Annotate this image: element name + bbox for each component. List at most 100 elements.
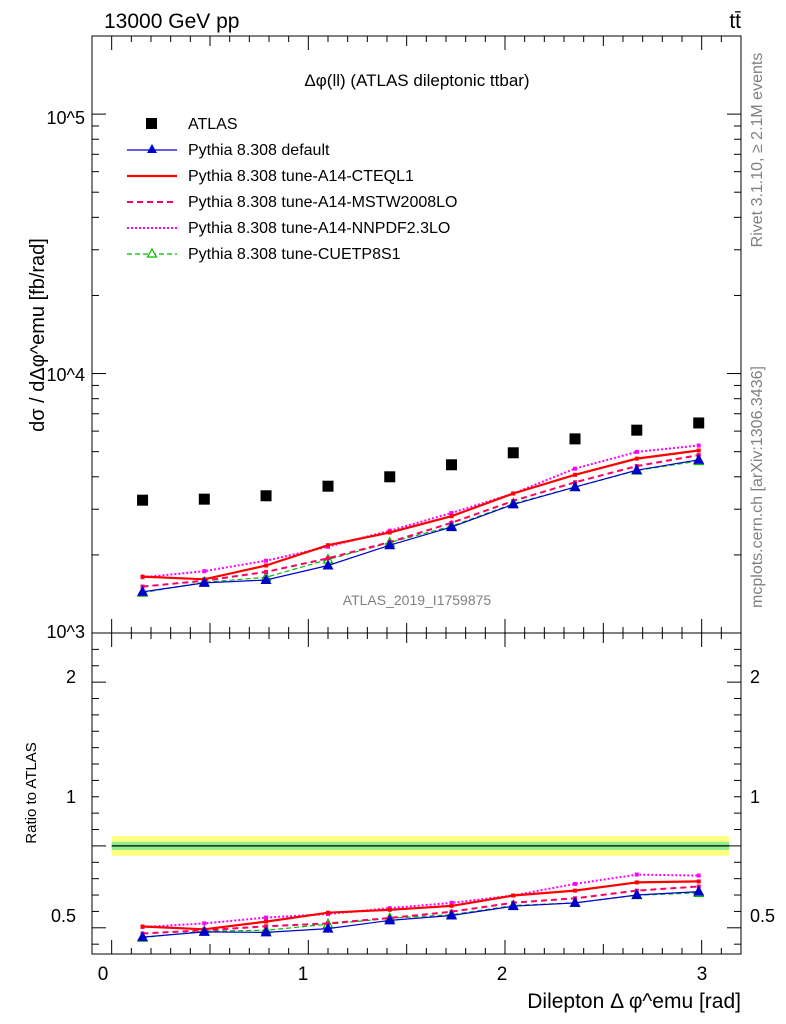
- main-point-nnpdf23lo: [202, 569, 207, 574]
- main-point-default: [198, 576, 210, 587]
- mcplots-label: mcplots.cern.ch [arXiv:1306.3436]: [749, 366, 766, 608]
- main-y-axis-label: dσ / dΔφ^emu [fb/rad]: [27, 238, 49, 432]
- ratio-series-line-cteql1: [142, 880, 699, 931]
- main-point-cteql1: [696, 448, 701, 453]
- ratio-point-nnpdf23lo: [634, 872, 639, 877]
- ratio-point-default: [446, 909, 458, 920]
- ratio-y-tick-label-right-1: 1: [750, 787, 760, 807]
- atlas-data-point: [322, 480, 334, 492]
- main-point-nnpdf23lo: [264, 558, 269, 563]
- ratio-point-default: [384, 914, 396, 925]
- legend: ATLAS Pythia 8.308 default Pythia 8.308 …: [127, 116, 457, 263]
- ratio-point-cteql1: [449, 903, 454, 908]
- rivet-version-label: Rivet 3.1.10, ≥ 2.1M events: [749, 53, 766, 248]
- x-tick-label-2: 2: [497, 964, 508, 985]
- analysis-watermark: ATLAS_2019_I1759875: [343, 592, 492, 608]
- x-tick-label-3: 3: [697, 964, 708, 985]
- ratio-point-cteql1: [696, 879, 701, 884]
- main-series-line-nnpdf23lo: [142, 444, 699, 579]
- main-point-default: [260, 574, 272, 585]
- main-series-line-cteql1: [142, 449, 699, 581]
- ratio-point-default: [631, 889, 643, 900]
- header-right: tt̄: [729, 10, 741, 33]
- ratio-series-line-mstw2008lo: [142, 885, 699, 935]
- ratio-point-cteql1: [326, 910, 330, 915]
- ratio-series-line-cuetp8s1: [142, 892, 699, 939]
- main-point-cteql1: [326, 543, 330, 548]
- ratio-point-cteql1: [387, 907, 392, 912]
- ratio-point-nnpdf23lo: [449, 900, 454, 905]
- main-series-line-default: [142, 459, 699, 593]
- legend-label-nnpdf23lo: Pythia 8.308 tune-A14-NNPDF2.3LO: [188, 220, 450, 237]
- main-point-default: [137, 585, 149, 596]
- main-plot-title: Δφ(ll) (ATLAS dileptonic ttbar): [304, 71, 529, 90]
- main-point-default: [569, 481, 581, 492]
- main-point-cteql1: [573, 472, 578, 477]
- ratio-point-default: [569, 896, 581, 907]
- legend-label-cteql1: Pythia 8.308 tune-A14-CTEQL1: [188, 168, 414, 185]
- main-point-cteql1: [387, 530, 392, 535]
- main-axis-ticks: [91, 35, 742, 634]
- ratio-point-nnpdf23lo: [264, 915, 269, 920]
- ratio-point-default: [322, 922, 334, 933]
- main-point-nnpdf23lo: [696, 443, 701, 448]
- main-point-default: [322, 559, 334, 570]
- x-tick-label-1: 1: [298, 964, 309, 985]
- main-point-default: [446, 521, 458, 532]
- atlas-data-point: [384, 471, 396, 483]
- ratio-axis-ticks: [91, 633, 742, 954]
- atlas-data-point: [198, 493, 210, 505]
- legend-marker-atlas: [146, 118, 157, 129]
- main-series-line-cuetp8s1: [142, 460, 699, 594]
- main-point-cteql1: [140, 574, 145, 579]
- y-tick-label-1000: 10^3: [47, 622, 85, 642]
- ratio-point-default: [198, 925, 210, 936]
- ratio-y-tick-label-2: 2: [66, 667, 76, 687]
- ratio-series-line-nnpdf23lo: [142, 873, 699, 928]
- main-point-default: [693, 453, 705, 464]
- ratio-point-cteql1: [634, 880, 639, 885]
- y-tick-label-100000: 10^5: [47, 108, 85, 128]
- main-point-nnpdf23lo: [634, 449, 639, 454]
- main-series-layer: [137, 417, 705, 597]
- legend-marker-cuetp8s1: [146, 247, 158, 258]
- ratio-point-default: [137, 931, 149, 942]
- ratio-point-default: [507, 900, 519, 911]
- main-point-mstw2008lo: [264, 569, 269, 574]
- main-point-cteql1: [264, 563, 269, 568]
- legend-label-mstw2008lo: Pythia 8.308 tune-A14-MSTW2008LO: [188, 194, 457, 211]
- main-series-line-mstw2008lo: [142, 454, 699, 588]
- ratio-point-mstw2008lo: [264, 924, 269, 929]
- main-point-default: [384, 539, 396, 550]
- header-left: 13000 GeV pp: [104, 10, 239, 33]
- ratio-point-nnpdf23lo: [573, 881, 578, 886]
- legend-label-atlas: ATLAS: [188, 116, 238, 133]
- main-point-default: [507, 498, 519, 509]
- ratio-uncertainty-band: [111, 836, 730, 856]
- ratio-point-cteql1: [140, 924, 145, 929]
- main-point-cteql1: [634, 456, 639, 461]
- ratio-panel-frame: [91, 632, 742, 955]
- legend-label-default: Pythia 8.308 default: [188, 142, 330, 159]
- ratio-point-default: [693, 885, 705, 896]
- x-tick-label-0: 0: [98, 964, 109, 985]
- ratio-point-nnpdf23lo: [696, 873, 701, 878]
- ratio-point-nnpdf23lo: [202, 921, 207, 926]
- main-point-nnpdf23lo: [573, 466, 578, 471]
- atlas-data-point: [569, 433, 581, 445]
- legend-marker-default: [147, 144, 157, 153]
- ratio-point-cteql1: [264, 919, 269, 924]
- atlas-data-point: [446, 459, 458, 471]
- y-tick-label-10000: 10^4: [47, 365, 85, 385]
- main-point-mstw2008lo: [326, 556, 330, 561]
- atlas-data-point: [260, 490, 272, 502]
- atlas-data-point: [137, 494, 149, 506]
- ratio-y-tick-label-0.5: 0.5: [51, 906, 76, 926]
- ratio-series-layer: [137, 872, 705, 942]
- atlas-data-point: [693, 417, 705, 429]
- atlas-data-point: [631, 424, 643, 436]
- main-point-nnpdf23lo: [449, 511, 454, 516]
- main-point-cteql1: [449, 514, 454, 519]
- legend-label-cuetp8s1: Pythia 8.308 tune-CUETP8S1: [188, 246, 401, 263]
